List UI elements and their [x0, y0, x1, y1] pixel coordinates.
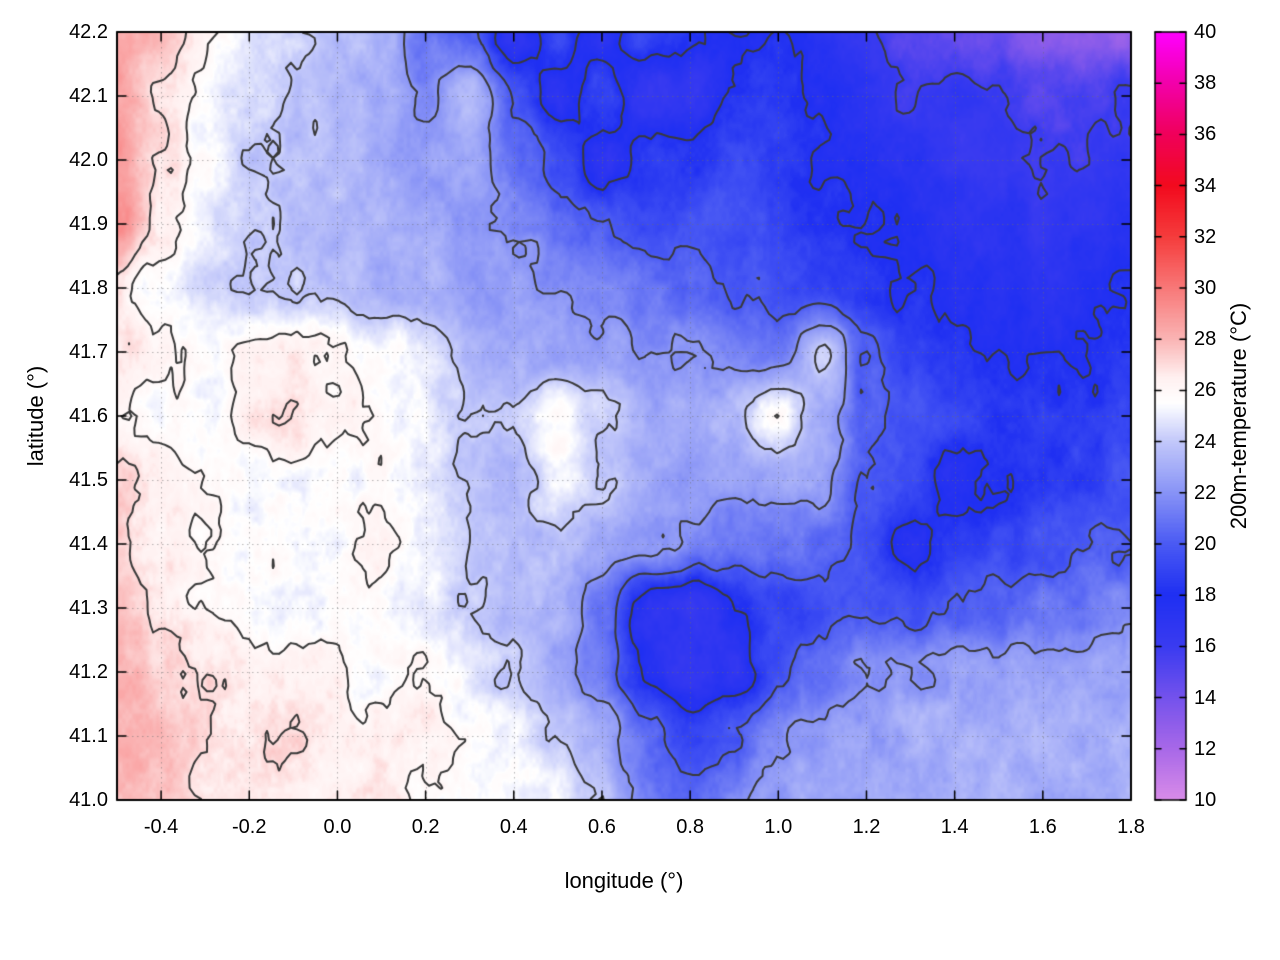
x-tick-label: 1.6: [1028, 816, 1057, 838]
colorbar-tick-label: 12: [1194, 737, 1217, 760]
colorbar-title: 200m-temperature (°C): [1226, 302, 1251, 530]
colorbar-tick-label: 40: [1194, 21, 1217, 43]
colorbar-tick-label: 18: [1194, 584, 1217, 607]
x-tick-label: 1.0: [764, 816, 793, 838]
colorbar-tick-label: 24: [1194, 430, 1217, 453]
colorbar-tick-label: 36: [1194, 123, 1217, 146]
y-tick-label: 41.7: [69, 341, 108, 363]
y-tick-label: 41.2: [69, 661, 108, 683]
x-tick-label: -0.2: [232, 816, 267, 838]
x-axis-title: longitude (°): [564, 868, 684, 893]
y-tick-label: 41.1: [69, 725, 108, 747]
y-tick-label: 41.6: [69, 405, 108, 427]
colorbar-tick-label: 34: [1194, 174, 1217, 197]
y-tick-label: 42.1: [69, 85, 108, 107]
y-tick-label: 41.9: [69, 213, 108, 235]
x-tick-label: 1.8: [1117, 816, 1145, 838]
colorbar-tick-label: 22: [1194, 481, 1217, 504]
x-tick-label: 1.2: [852, 816, 881, 838]
colorbar-tick-label: 10: [1194, 789, 1217, 811]
colorbar-tick-label: 14: [1194, 686, 1217, 709]
colorbar-tick-label: 26: [1194, 379, 1217, 402]
colorbar-tick-label: 38: [1194, 72, 1217, 95]
y-axis-title: latitude (°): [23, 365, 48, 467]
x-tick-label: -0.4: [143, 816, 179, 838]
y-tick-label: 42.0: [69, 149, 108, 171]
colorbar-tick-label: 30: [1194, 277, 1217, 299]
x-tick-label: 1.4: [940, 816, 969, 838]
y-tick-label: 41.3: [69, 597, 108, 619]
y-tick-label: 41.8: [69, 277, 108, 299]
y-tick-label: 41.4: [69, 533, 108, 555]
x-tick-label: 0.4: [499, 816, 528, 838]
x-tick-label: 0.0: [323, 816, 352, 838]
colorbar-tick-label: 16: [1194, 635, 1217, 658]
y-tick-label: 41.0: [69, 789, 108, 811]
colorbar-tick-label: 28: [1194, 328, 1217, 351]
x-tick-label: 0.2: [411, 816, 440, 838]
y-tick-label: 41.5: [69, 469, 108, 491]
x-tick-label: 0.8: [676, 816, 705, 838]
colorbar-tick-label: 32: [1194, 225, 1217, 248]
colorbar-tick-label: 20: [1194, 533, 1217, 555]
y-tick-label: 42.2: [69, 21, 108, 43]
x-tick-label: 0.6: [588, 816, 616, 838]
